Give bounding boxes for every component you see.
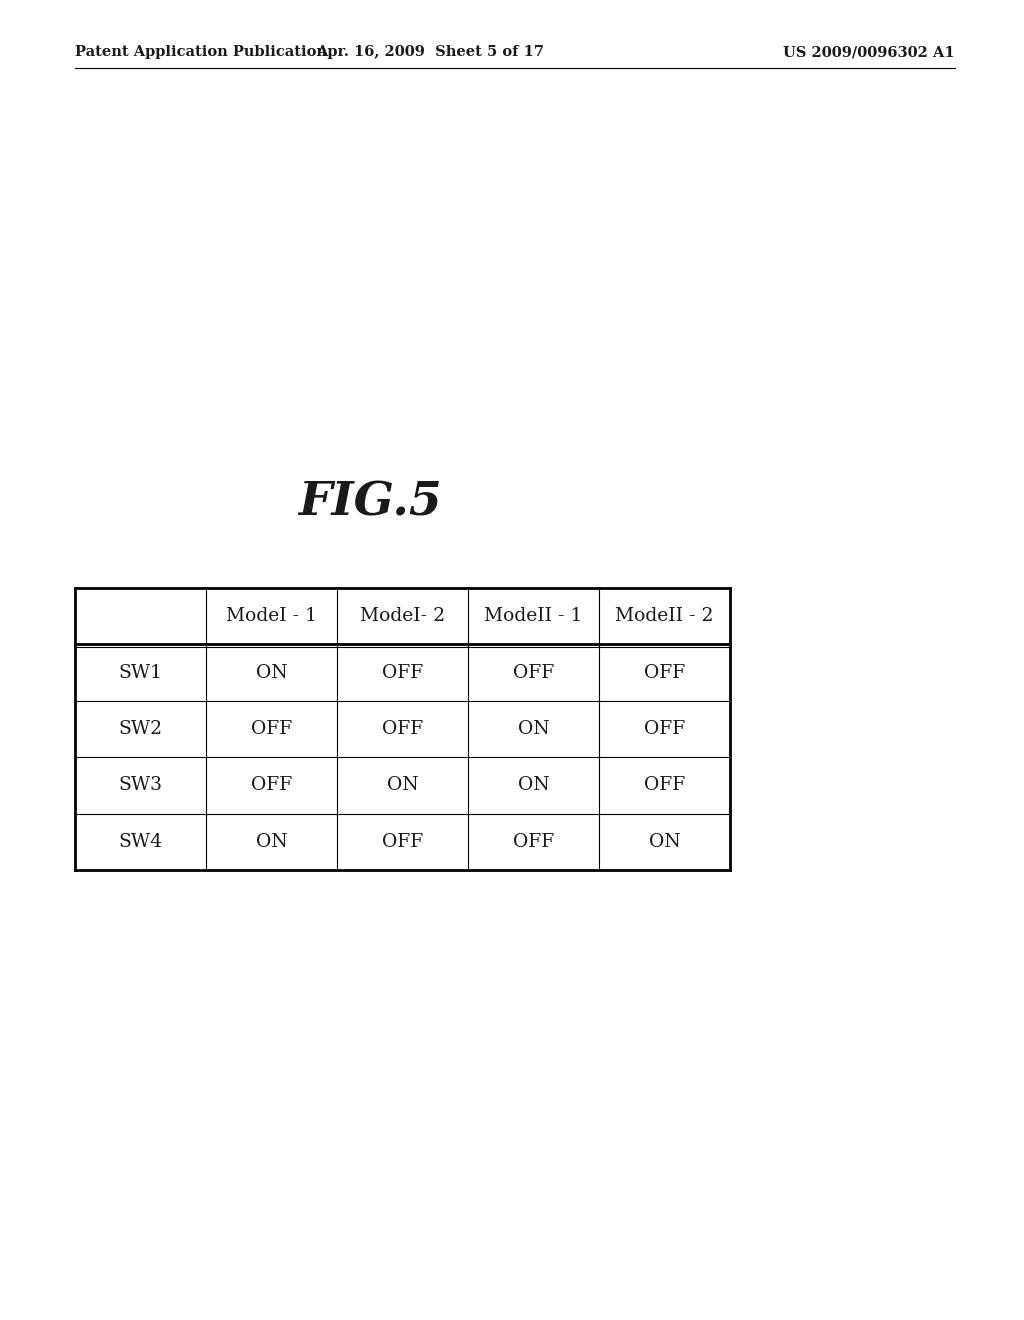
Text: SW2: SW2 (119, 719, 163, 738)
Text: ON: ON (648, 833, 680, 851)
Text: OFF: OFF (644, 664, 685, 681)
Text: OFF: OFF (251, 719, 292, 738)
Text: SW3: SW3 (119, 776, 163, 795)
Text: OFF: OFF (251, 776, 292, 795)
Text: Apr. 16, 2009  Sheet 5 of 17: Apr. 16, 2009 Sheet 5 of 17 (316, 45, 544, 59)
Text: SW4: SW4 (119, 833, 163, 851)
Text: FIG.5: FIG.5 (298, 480, 442, 525)
Text: ModeI- 2: ModeI- 2 (360, 607, 445, 626)
Text: ModeII - 1: ModeII - 1 (484, 607, 583, 626)
Text: ModeII - 2: ModeII - 2 (615, 607, 714, 626)
Text: SW1: SW1 (119, 664, 163, 681)
Text: ModeI - 1: ModeI - 1 (226, 607, 317, 626)
Text: ON: ON (256, 833, 288, 851)
Text: US 2009/0096302 A1: US 2009/0096302 A1 (783, 45, 955, 59)
Text: ON: ON (518, 776, 549, 795)
Text: Patent Application Publication: Patent Application Publication (75, 45, 327, 59)
Text: OFF: OFF (382, 719, 423, 738)
Text: OFF: OFF (513, 833, 554, 851)
Text: OFF: OFF (644, 776, 685, 795)
Text: OFF: OFF (644, 719, 685, 738)
Text: OFF: OFF (382, 833, 423, 851)
Text: OFF: OFF (382, 664, 423, 681)
Text: ON: ON (256, 664, 288, 681)
Text: OFF: OFF (513, 664, 554, 681)
Text: ON: ON (518, 719, 549, 738)
Text: ON: ON (387, 776, 419, 795)
